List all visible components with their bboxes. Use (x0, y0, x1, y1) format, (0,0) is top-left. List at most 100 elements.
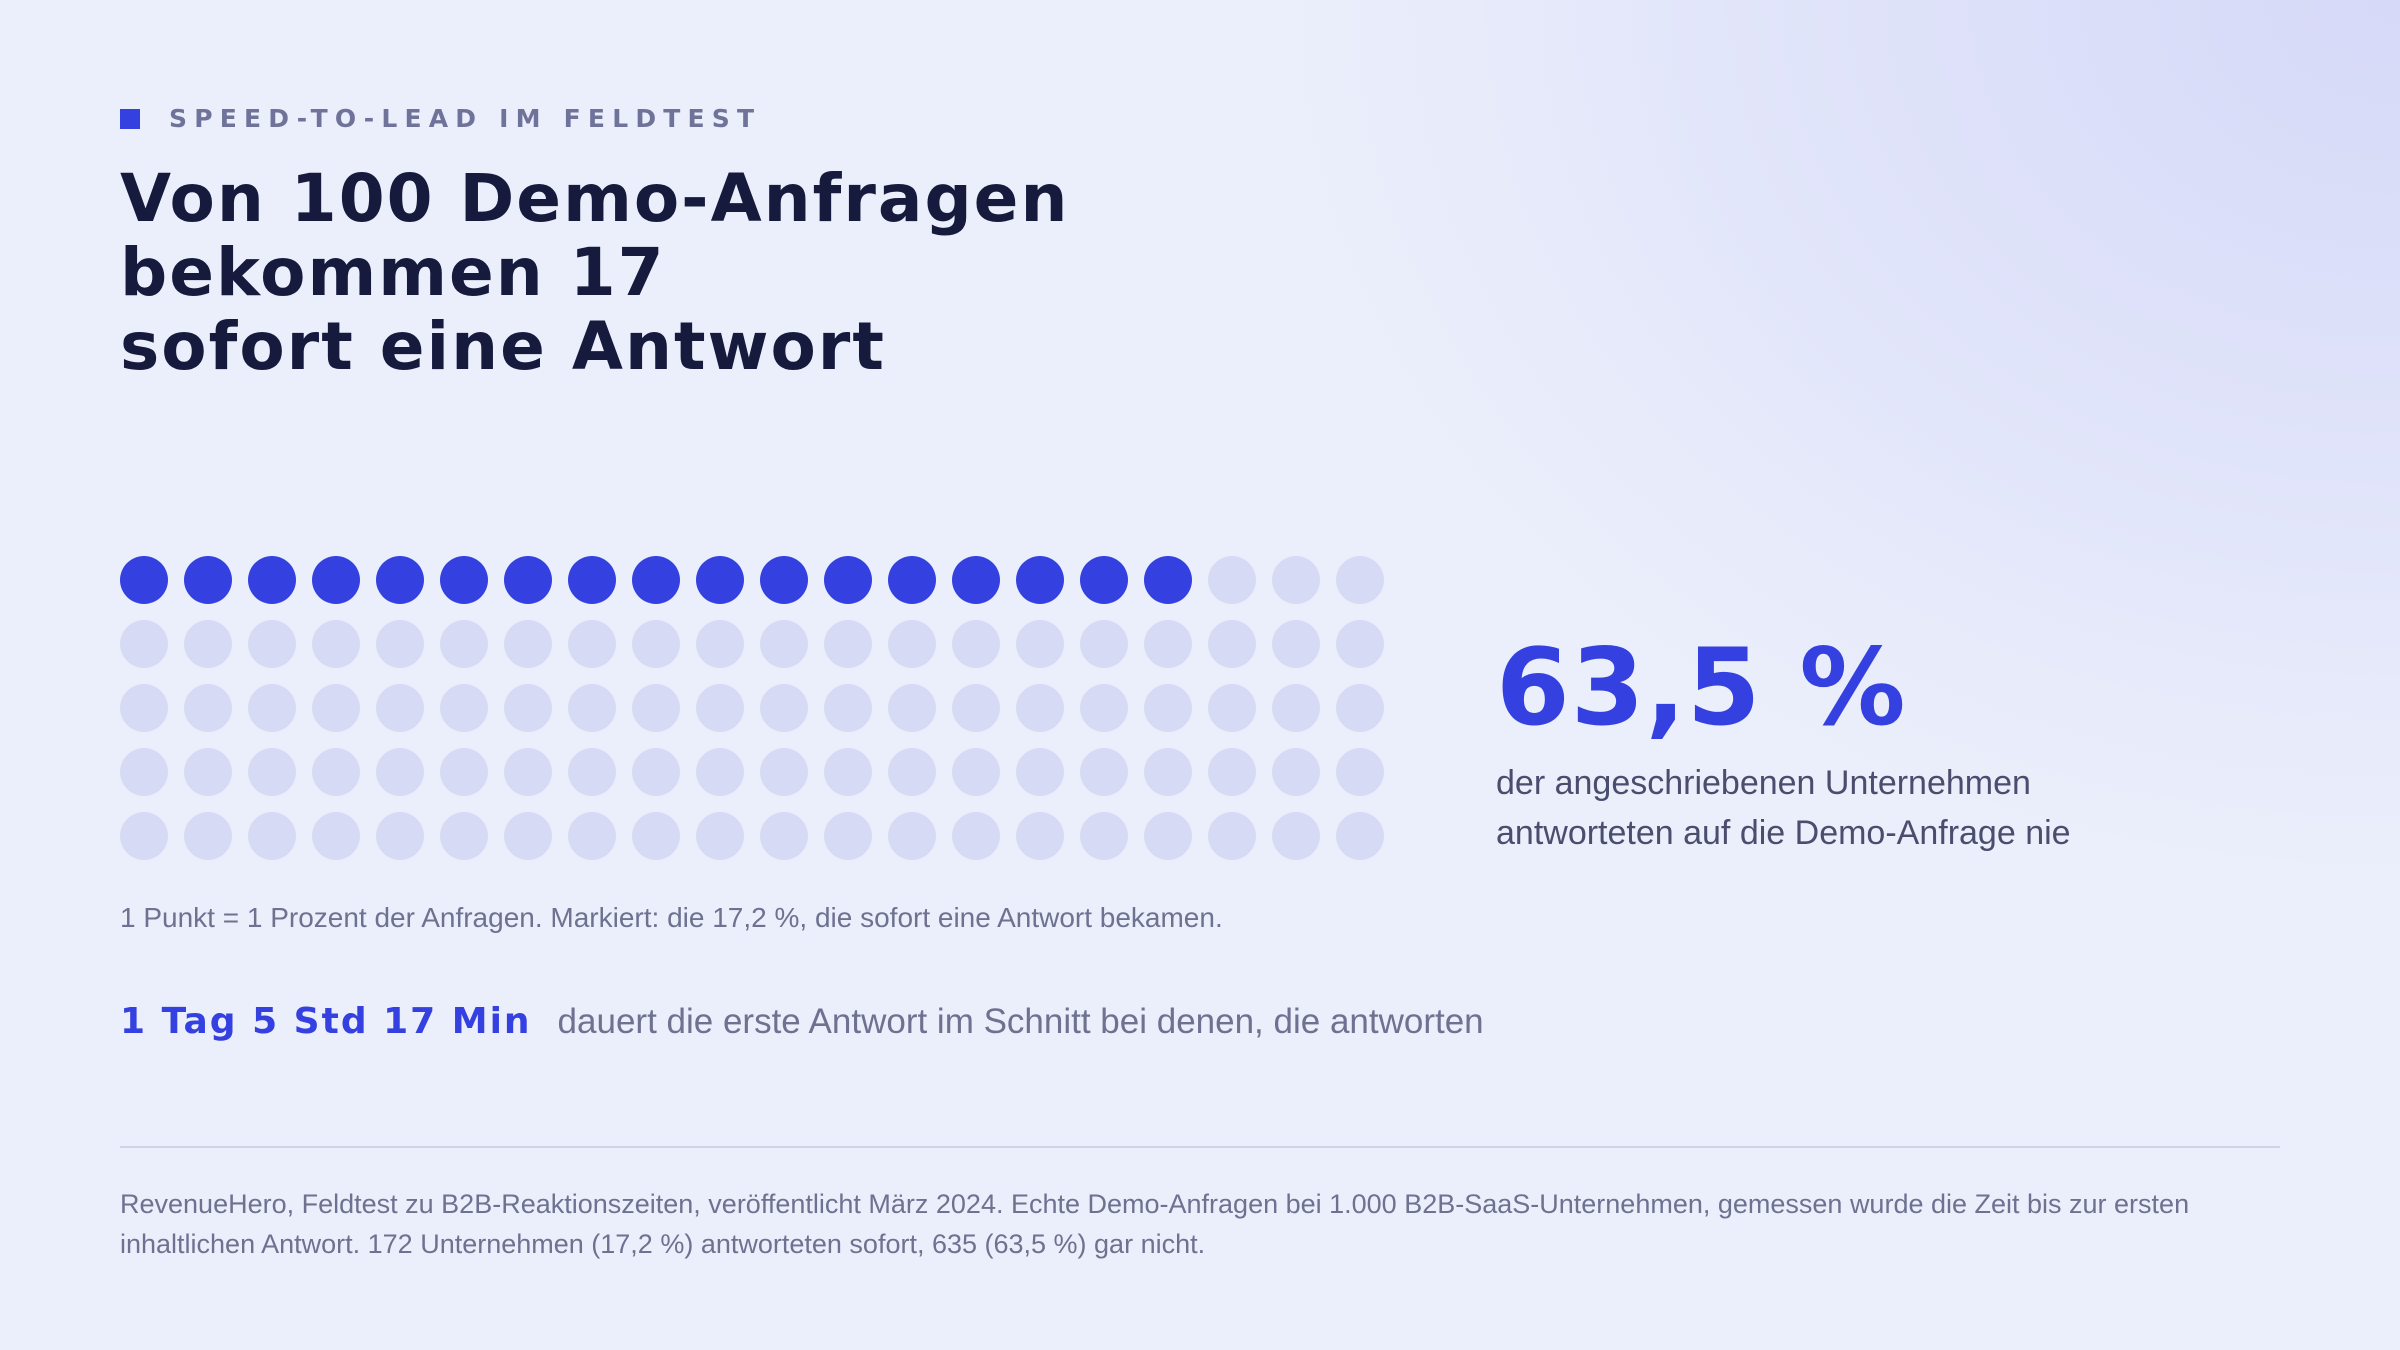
headline: Von 100 Demo-Anfragen bekommen 17 sofort… (120, 162, 1069, 384)
waffle-dot (888, 812, 936, 860)
waffle-dot-highlighted (1144, 556, 1192, 604)
waffle-dot (504, 812, 552, 860)
waffle-dot (504, 620, 552, 668)
waffle-dot (760, 684, 808, 732)
waffle-dot (888, 748, 936, 796)
source-note: RevenueHero, Feldtest zu B2B-Reaktionsze… (120, 1189, 2190, 1259)
waffle-dot (1336, 556, 1384, 604)
response-time-value: 1 Tag 5 Std 17 Min (120, 1001, 532, 1042)
waffle-dot (824, 812, 872, 860)
divider (120, 1146, 2280, 1148)
waffle-dot (120, 748, 168, 796)
waffle-dot-highlighted (696, 556, 744, 604)
waffle-dot (312, 812, 360, 860)
waffle-dot-highlighted (440, 556, 488, 604)
waffle-dot (1144, 812, 1192, 860)
eyebrow-label: SPEED-TO-LEAD IM FELDTEST (169, 104, 762, 133)
waffle-dot (1144, 748, 1192, 796)
waffle-dot (824, 748, 872, 796)
eyebrow: SPEED-TO-LEAD IM FELDTEST (120, 104, 761, 133)
waffle-dot (1144, 620, 1192, 668)
waffle-dot (1080, 684, 1128, 732)
waffle-dot (888, 620, 936, 668)
waffle-dot (568, 748, 616, 796)
headline-line-2: bekommen 17 (120, 234, 666, 311)
waffle-dot-highlighted (952, 556, 1000, 604)
waffle-dot (504, 684, 552, 732)
waffle-dot (1016, 812, 1064, 860)
response-time-description: dauert die erste Antwort im Schnitt bei … (557, 1002, 1484, 1041)
waffle-dot (1080, 620, 1128, 668)
waffle-dot (696, 748, 744, 796)
waffle-dot (1272, 684, 1320, 732)
waffle-dot (824, 684, 872, 732)
waffle-dot (696, 684, 744, 732)
waffle-dot (184, 684, 232, 732)
waffle-dot-highlighted (504, 556, 552, 604)
waffle-dot (632, 684, 680, 732)
waffle-dot (568, 684, 616, 732)
waffle-dot (312, 620, 360, 668)
waffle-dot (440, 748, 488, 796)
waffle-dot (1336, 684, 1384, 732)
waffle-dot (632, 812, 680, 860)
response-time-row: 1 Tag 5 Std 17 Min dauert die erste Antw… (120, 1001, 1484, 1042)
waffle-dot-highlighted (1080, 556, 1128, 604)
eyebrow-marker (120, 108, 140, 129)
waffle-dot (248, 684, 296, 732)
waffle-dot-highlighted (120, 556, 168, 604)
waffle-chart (120, 556, 1384, 860)
waffle-dot (1208, 620, 1256, 668)
waffle-dot (1016, 748, 1064, 796)
waffle-dot (568, 620, 616, 668)
waffle-dot-highlighted (1016, 556, 1064, 604)
waffle-dot (952, 684, 1000, 732)
stat-value: 63,5 % (1496, 626, 1907, 749)
waffle-dot-highlighted (632, 556, 680, 604)
waffle-dot (248, 748, 296, 796)
waffle-dot (120, 620, 168, 668)
waffle-dot (824, 620, 872, 668)
waffle-dot (952, 812, 1000, 860)
stat-description: der angeschriebenen Unternehmen antworte… (1496, 758, 2256, 858)
waffle-dot-highlighted (184, 556, 232, 604)
waffle-dot (440, 620, 488, 668)
waffle-dot (760, 620, 808, 668)
waffle-dot (120, 684, 168, 732)
waffle-dot (1272, 812, 1320, 860)
stat-block: 63,5 % der angeschriebenen Unternehmen a… (1496, 624, 2256, 858)
waffle-dot (440, 684, 488, 732)
waffle-dot (1016, 620, 1064, 668)
waffle-dot (376, 620, 424, 668)
waffle-dot (1272, 620, 1320, 668)
waffle-dot (376, 748, 424, 796)
waffle-dot (248, 812, 296, 860)
waffle-dot-highlighted (376, 556, 424, 604)
waffle-dot (504, 748, 552, 796)
waffle-dot (1080, 748, 1128, 796)
waffle-dot (1016, 684, 1064, 732)
waffle-dot (184, 620, 232, 668)
waffle-dot (696, 812, 744, 860)
waffle-dot (1272, 556, 1320, 604)
stat-description-line-2: antworteten auf die Demo-Anfrage nie (1496, 814, 2071, 852)
headline-line-3: sofort eine Antwort (120, 308, 886, 385)
waffle-dot (376, 684, 424, 732)
headline-line-1: Von 100 Demo-Anfragen (120, 160, 1070, 237)
waffle-dot (1208, 684, 1256, 732)
waffle-dot (888, 684, 936, 732)
waffle-dot (952, 620, 1000, 668)
waffle-dot (376, 812, 424, 860)
stat-description-line-1: der angeschriebenen Unternehmen (1496, 764, 2031, 802)
chart-caption: 1 Punkt = 1 Prozent der Anfragen. Markie… (120, 902, 1223, 933)
waffle-dot (120, 812, 168, 860)
waffle-dot (760, 812, 808, 860)
waffle-dot (1336, 620, 1384, 668)
waffle-dot (248, 620, 296, 668)
waffle-dot (184, 812, 232, 860)
waffle-dot (1208, 556, 1256, 604)
waffle-dot (1272, 748, 1320, 796)
waffle-dot (312, 684, 360, 732)
waffle-dot-highlighted (760, 556, 808, 604)
waffle-dot (1208, 748, 1256, 796)
